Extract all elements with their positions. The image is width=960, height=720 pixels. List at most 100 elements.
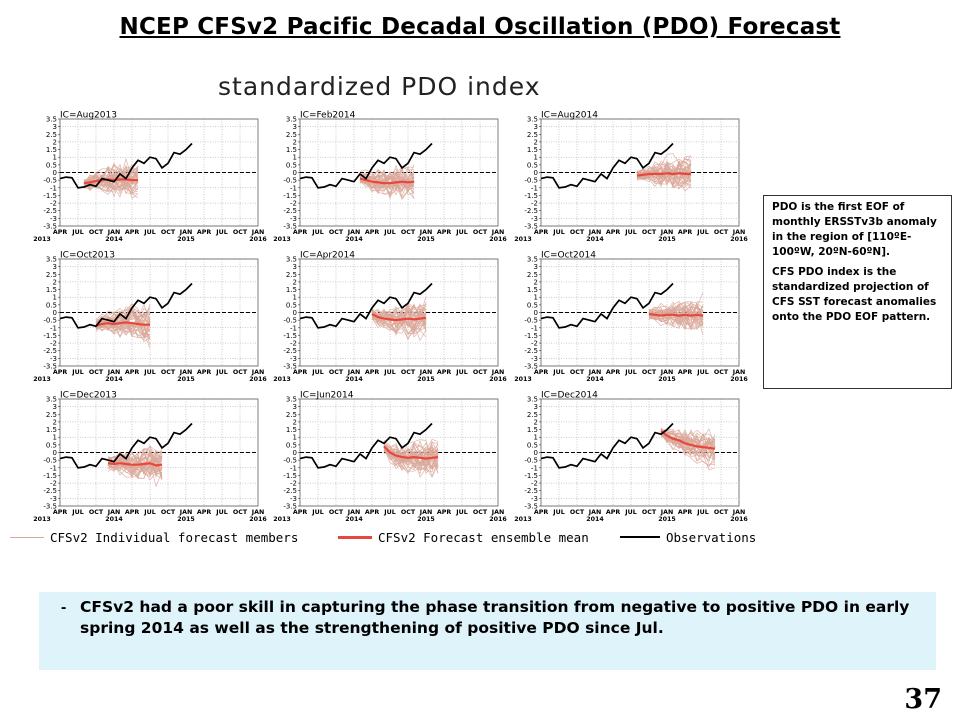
y-tick-label: 3: [293, 263, 297, 271]
member-line: [648, 302, 704, 325]
x-tick-label: JUL: [383, 509, 395, 516]
x-tick-label: OCT: [401, 229, 416, 236]
legend-label-members: CFSv2 Individual forecast members: [50, 529, 299, 545]
x-tick-label: OCT: [329, 229, 344, 236]
year-label: 2013: [33, 236, 51, 243]
y-tick-label: 1.5: [527, 426, 538, 434]
x-tick-label: JUL: [143, 229, 155, 236]
y-tick-label: 1: [293, 154, 297, 162]
y-tick-label: 1.5: [527, 146, 538, 154]
x-tick-label: JUL: [455, 229, 467, 236]
x-tick-label: OCT: [329, 509, 344, 516]
member-line: [95, 308, 151, 329]
x-tick-label: APR: [534, 369, 548, 376]
y-tick-label: 3: [534, 403, 538, 411]
x-tick-label: JAN: [419, 369, 433, 376]
panel-title: IC=Aug2014: [541, 111, 598, 121]
ensemble-mean-line: [660, 430, 716, 450]
y-tick-label: 0: [53, 309, 57, 317]
y-tick-label: -2.5: [524, 487, 538, 495]
y-tick-label: 3.5: [286, 116, 297, 124]
ensemble-mean-line: [636, 172, 691, 177]
y-tick-label: -1: [50, 184, 57, 192]
chart-panel-apr2014: 3.5 3 2.5 2 1.5 1 0.5 0 -0.5 -1 -1.5 -2 -2.5 -3 -3.5 AP…: [267, 250, 507, 385]
y-tick-label: -1.5: [524, 192, 538, 200]
x-tick-label: JUL: [311, 509, 323, 516]
chart-svg: 3.532.521.510.50-0.5-1-1.5-2-2.5-3-3.5AP…: [33, 111, 267, 244]
y-tick-label: 2: [293, 278, 297, 286]
pdo-definition-box: PDO is the first EOF of monthly ERSSTv3b…: [763, 195, 952, 389]
y-tick-label: 2.5: [527, 131, 538, 139]
x-tick-label: APR: [437, 369, 451, 376]
y-tick-label: -1: [290, 464, 297, 472]
member-line: [371, 311, 427, 335]
x-tick-label: APR: [437, 229, 451, 236]
ensemble-mean-line: [107, 462, 163, 467]
member-line: [83, 163, 139, 185]
x-tick-label: JUL: [696, 509, 708, 516]
legend-swatch-obs: [620, 536, 660, 538]
x-tick-label: APR: [606, 369, 620, 376]
chart-panel-dec2014: 3.5 3 2.5 2 1.5 1 0.5 0 -0.5 -1 -1.5 -2 -2.5 -3 -3.5 AP…: [508, 390, 748, 525]
chart-svg: 3.532.521.510.50-0.5-1-1.5-2-2.5-3-3.5AP…: [273, 111, 507, 244]
y-tick-label: -0.5: [283, 457, 297, 465]
summary-note: - CFSv2 had a poor skill in capturing th…: [39, 592, 936, 670]
x-tick-label: OCT: [714, 509, 729, 516]
member-line: [371, 310, 427, 333]
year-label: 2013: [273, 516, 291, 523]
x-tick-label: JAN: [251, 369, 265, 376]
y-tick-label: 1: [534, 154, 538, 162]
x-tick-label: OCT: [473, 369, 488, 376]
y-tick-label: -1: [50, 464, 57, 472]
x-tick-label: APR: [678, 509, 692, 516]
y-tick-label: 2: [53, 278, 57, 286]
y-tick-label: -3.5: [43, 223, 57, 231]
observations-line: [299, 142, 433, 189]
y-tick-label: 1: [53, 154, 57, 162]
x-tick-label: APR: [606, 509, 620, 516]
observations-line: [59, 422, 193, 469]
y-tick-label: 2.5: [286, 271, 297, 279]
y-tick-label: -3: [50, 215, 57, 223]
year-label: 2016: [730, 376, 748, 383]
member-line: [107, 459, 163, 481]
member-line: [648, 302, 704, 325]
y-tick-label: -1.5: [524, 332, 538, 340]
x-tick-label: OCT: [233, 509, 248, 516]
observations-line: [540, 142, 674, 189]
x-tick-label: OCT: [161, 369, 176, 376]
y-tick-label: 0: [534, 169, 538, 177]
member-line: [636, 164, 692, 187]
y-tick-label: 0.5: [46, 301, 57, 309]
member-line: [660, 427, 716, 450]
y-tick-label: 2: [534, 278, 538, 286]
chart-svg: 3.532.521.510.50-0.5-1-1.5-2-2.5-3-3.5AP…: [514, 111, 748, 244]
y-tick-label: -1.5: [283, 192, 297, 200]
x-tick-label: JAN: [251, 229, 265, 236]
legend-item-obs: Observations: [620, 527, 756, 547]
legend-label-mean: CFSv2 Forecast ensemble mean: [378, 529, 589, 545]
x-tick-label: APR: [365, 509, 379, 516]
x-tick-label: JUL: [215, 369, 227, 376]
x-tick-label: JUL: [624, 509, 636, 516]
panel-title: IC=Dec2014: [541, 391, 598, 401]
x-tick-label: JAN: [179, 369, 193, 376]
y-tick-label: -0.5: [43, 457, 57, 465]
chart-panel-dec2013: 3.5 3 2.5 2 1.5 1 0.5 0 -0.5 -1 -1.5 -2 -2.5 -3 -3.5 AP…: [27, 390, 267, 525]
legend-label-obs: Observations: [666, 529, 757, 545]
y-tick-label: 0: [293, 449, 297, 457]
y-tick-label: 0: [534, 449, 538, 457]
y-tick-label: -3.5: [524, 363, 538, 371]
year-label: 2015: [177, 376, 195, 383]
member-line: [83, 178, 139, 199]
y-tick-label: 3: [534, 123, 538, 131]
member-line: [83, 164, 139, 183]
y-tick-label: -3.5: [524, 223, 538, 231]
y-tick-label: -2: [290, 480, 297, 488]
y-tick-label: 1.5: [286, 286, 297, 294]
y-tick-label: 0: [53, 169, 57, 177]
y-tick-label: 2.5: [46, 271, 57, 279]
x-tick-label: JAN: [179, 509, 193, 516]
y-tick-label: 2: [53, 418, 57, 426]
year-label: 2016: [489, 376, 507, 383]
